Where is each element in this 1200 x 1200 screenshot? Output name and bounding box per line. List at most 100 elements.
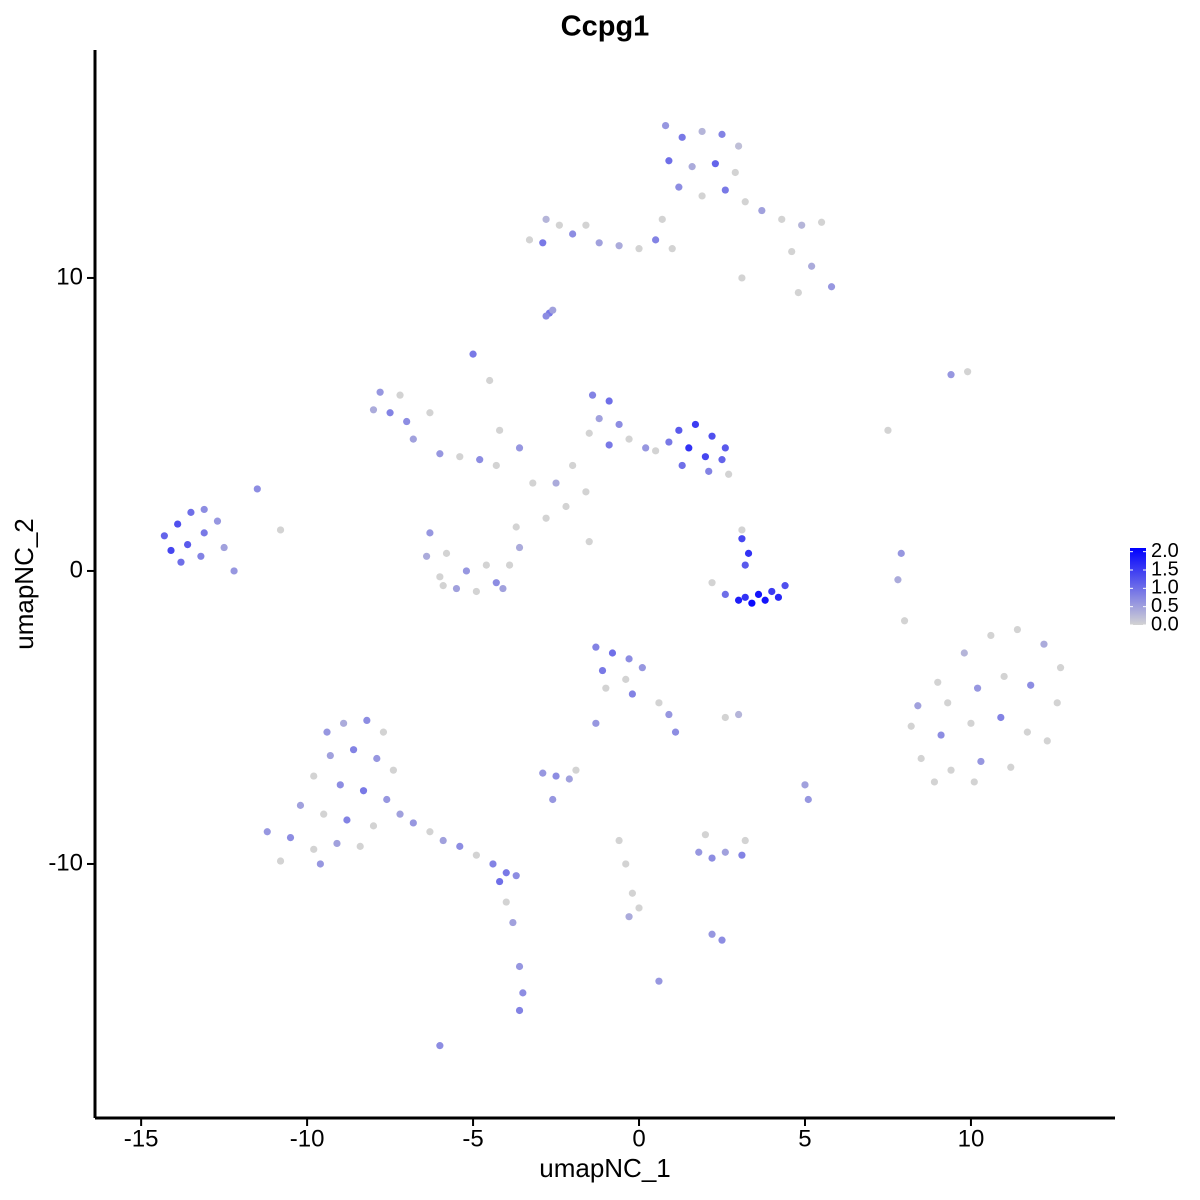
points [160,121,1065,1050]
point [798,221,806,229]
point [688,163,696,171]
point [177,558,185,566]
x-tick-label: 10 [958,1125,985,1152]
point [708,854,716,862]
point [655,699,663,707]
point [426,828,434,836]
point [396,391,404,399]
point [725,470,733,478]
point [316,860,324,868]
point [652,447,660,455]
point [592,719,600,727]
point [349,746,358,754]
point [409,819,417,827]
point [426,409,434,417]
point [502,869,510,877]
y-tick-label: -10 [48,849,83,876]
point [184,540,192,549]
point [456,842,464,850]
point [549,306,557,314]
point [549,795,557,804]
point [758,206,766,215]
point [569,230,577,238]
point [409,435,417,443]
point [668,245,676,253]
chart-title: Ccpg1 [561,11,650,43]
point [734,596,743,604]
point [930,778,939,786]
point [761,596,769,604]
point [671,728,680,736]
point [708,930,716,938]
point [970,778,978,786]
point [505,561,514,569]
point [652,236,660,244]
point [721,186,729,194]
point [363,716,371,724]
point [1000,672,1008,681]
point [336,781,344,789]
colorbar-label: 0.5 [1151,595,1179,617]
point [167,546,175,555]
point [665,157,673,165]
x-tick-label: 5 [798,1125,811,1152]
x-tick-label: -10 [290,1125,325,1152]
x-axis-label: umapNC_1 [539,1153,671,1183]
point [917,754,925,763]
point [973,684,982,692]
point [744,549,753,557]
point [731,168,739,177]
point [1043,737,1051,745]
point [456,453,464,461]
point [622,675,630,683]
point [977,757,985,766]
y-tick-label: 10 [56,263,83,290]
point [213,517,222,525]
point [738,526,746,534]
point [286,833,295,842]
point [592,643,600,651]
point [552,479,560,487]
point [436,1042,444,1050]
point [462,567,471,575]
point [721,590,729,599]
point [701,831,710,839]
point [987,631,995,640]
point [721,444,729,452]
point [794,289,802,297]
point [197,552,205,560]
point [635,245,643,253]
point [598,666,607,675]
point [628,690,636,698]
point [439,836,447,845]
point [808,262,816,270]
point [748,599,756,607]
point [595,239,603,247]
point [655,977,663,985]
point [320,810,328,818]
point [160,532,168,540]
point [200,505,208,514]
point [801,781,809,789]
point [741,836,749,845]
point [605,397,613,405]
point [675,183,683,191]
point [698,192,706,200]
point [569,461,577,470]
point [472,851,480,859]
point [369,406,378,414]
point [386,409,394,417]
point [515,962,524,971]
colorbar-label: 0.0 [1151,613,1179,635]
point [738,274,746,282]
point [947,371,955,379]
point [588,391,597,399]
point [615,420,623,429]
point [469,350,477,358]
point [442,549,451,557]
x-tick-label: -5 [462,1125,483,1152]
point [695,848,703,856]
point [422,552,431,560]
point [768,587,776,596]
point [914,702,922,710]
